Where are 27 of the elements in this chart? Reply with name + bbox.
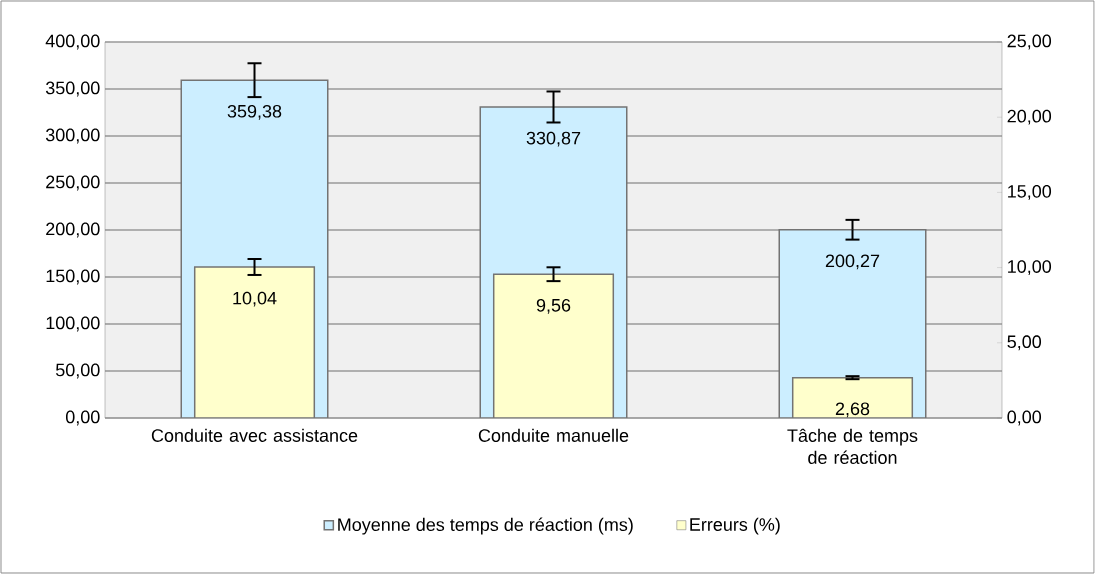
y2-tick-label: 0,00 [1007,410,1042,426]
data-label: 2,68 [835,402,870,418]
y2-tick-label: 5,00 [1007,335,1042,351]
y-tick-label: 50,00 [55,363,100,379]
y2-tick-label: 25,00 [1007,34,1052,50]
x-tick-label: Conduite avec assistance [151,428,358,442]
y-tick-label: 350,00 [45,81,100,97]
data-label: 200,27 [825,254,880,270]
bar [791,376,914,418]
x-tick-label: Conduite manuelle [478,428,629,442]
x-tick-label: Tâche de temps de réaction [787,428,918,464]
data-label: 359,38 [227,104,282,120]
y-tick-label: 150,00 [46,269,100,285]
y-tick-label: 200,00 [46,222,100,238]
legend-label: Moyenne des temps de réaction (ms) [338,517,633,535]
y-tick-label: 300,00 [45,128,100,144]
legend-label: Erreurs (%) [690,517,780,535]
data-label: 330,87 [526,131,581,147]
data-label: 10,04 [233,291,277,307]
y-tick-label: 400,00 [45,34,100,50]
data-label: 9,56 [536,298,571,314]
y2-tick-label: 20,00 [1007,109,1052,125]
y2-tick-label: 15,00 [1008,184,1052,200]
y-tick-label: 0,00 [65,410,100,426]
y-tick-label: 250,00 [46,175,100,191]
y-tick-label: 100,00 [46,316,100,332]
y2-tick-label: 10,00 [1008,260,1052,276]
